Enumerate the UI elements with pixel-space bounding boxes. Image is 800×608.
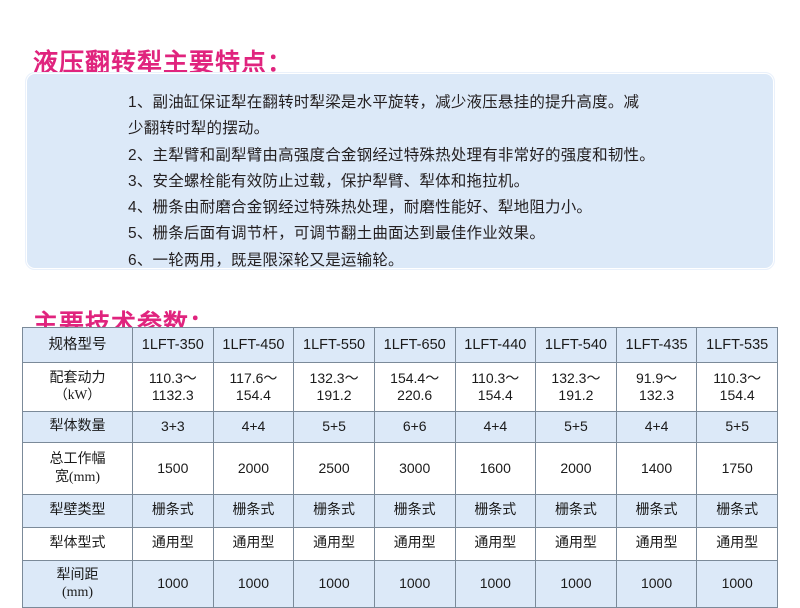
cell-moldboard-type-8: 栅条式 [696, 494, 778, 528]
cell-power-5: 110.3～ 154.4 [454, 362, 537, 412]
cell-body-type-1: 通用型 [132, 527, 214, 561]
table-header-row: 规格型号 1LFT-350 1LFT-450 1LFT-550 1LFT-650… [22, 327, 778, 363]
feature-item-2: 2、主犁臂和副犁臂由高强度合金钢经过特殊热处理有非常好的强度和韧性。 [128, 146, 655, 164]
features-list: 1、副油缸保证犁在翻转时犁梁是水平旋转，减少液压悬挂的提升高度。减 少翻转时犁的… [128, 90, 768, 274]
header-cell-model-1: 1LFT-350 [132, 327, 214, 363]
cell-body-count-4: 6+6 [373, 411, 456, 443]
cell-plow-spacing-3: 1000 [293, 560, 375, 608]
header-cell-model-6: 1LFT-540 [535, 327, 617, 363]
cell-power-2: 117.6～ 154.4 [212, 362, 295, 412]
feature-item-6: 6、一轮两用，既是限深轮又是运输轮。 [128, 251, 404, 269]
cell-moldboard-type-7: 栅条式 [615, 494, 698, 528]
cell-body-count-2: 4+4 [212, 411, 295, 443]
cell-moldboard-type-1: 栅条式 [132, 494, 214, 528]
row-label-power: 配套动力 （kW） [22, 362, 133, 412]
header-cell-model-7: 1LFT-435 [615, 327, 698, 363]
cell-body-type-2: 通用型 [212, 527, 295, 561]
cell-body-count-6: 5+5 [535, 411, 617, 443]
cell-working-width-4: 3000 [373, 442, 456, 495]
cell-power-6: 132.3～ 191.2 [535, 362, 617, 412]
table-row-body-type: 犁体型式 通用型 通用型 通用型 通用型 通用型 通用型 通用型 通用型 [22, 527, 778, 561]
header-cell-model-3: 1LFT-550 [293, 327, 375, 363]
row-label-body-count: 犁体数量 [22, 411, 133, 443]
table-row-power: 配套动力 （kW） 110.3～ 1132.3 117.6～ 154.4 132… [22, 362, 778, 412]
features-heading: 液压翻转犁主要特点： [33, 49, 294, 77]
cell-body-count-3: 5+5 [293, 411, 375, 443]
cell-body-type-6: 通用型 [535, 527, 617, 561]
cell-plow-spacing-6: 1000 [535, 560, 617, 608]
row-label-plow-spacing: 犁间距 (mm) [22, 560, 133, 608]
feature-item-1-continued: 少翻转时犁的摆动。 [128, 120, 270, 138]
table-row-plow-spacing: 犁间距 (mm) 1000 1000 1000 1000 1000 1000 1… [22, 560, 778, 608]
cell-working-width-3: 2500 [293, 442, 375, 495]
specifications-table-wrapper: 规格型号 1LFT-350 1LFT-450 1LFT-550 1LFT-650… [22, 327, 778, 608]
feature-item-3: 3、安全螺栓能有效防止过载，保护犁臂、犁体和拖拉机。 [128, 172, 530, 190]
feature-item-5: 5、栅条后面有调节杆，可调节翻土曲面达到最佳作业效果。 [128, 225, 546, 243]
cell-moldboard-type-3: 栅条式 [293, 494, 375, 528]
header-cell-spec-model: 规格型号 [22, 327, 133, 363]
row-label-moldboard-type: 犁壁类型 [22, 494, 133, 528]
table-row-working-width: 总工作幅 宽(mm) 1500 2000 2500 3000 1600 2000… [22, 442, 778, 495]
cell-plow-spacing-5: 1000 [454, 560, 537, 608]
cell-moldboard-type-5: 栅条式 [454, 494, 537, 528]
cell-moldboard-type-6: 栅条式 [535, 494, 617, 528]
cell-working-width-2: 2000 [212, 442, 295, 495]
cell-working-width-6: 2000 [535, 442, 617, 495]
cell-plow-spacing-1: 1000 [132, 560, 214, 608]
cell-power-7: 91.9～ 132.3 [615, 362, 698, 412]
cell-working-width-7: 1400 [615, 442, 698, 495]
header-cell-model-8: 1LFT-535 [696, 327, 778, 363]
cell-plow-spacing-2: 1000 [212, 560, 295, 608]
cell-power-1: 110.3～ 1132.3 [132, 362, 214, 412]
table-row-moldboard-type: 犁壁类型 栅条式 栅条式 栅条式 栅条式 栅条式 栅条式 栅条式 栅条式 [22, 494, 778, 528]
cell-power-4: 154.4～ 220.6 [373, 362, 456, 412]
table-row-body-count: 犁体数量 3+3 4+4 5+5 6+6 4+4 5+5 4+4 5+5 [22, 411, 778, 443]
row-label-working-width: 总工作幅 宽(mm) [22, 442, 133, 495]
cell-moldboard-type-2: 栅条式 [212, 494, 295, 528]
cell-body-type-5: 通用型 [454, 527, 537, 561]
specifications-table: 规格型号 1LFT-350 1LFT-450 1LFT-550 1LFT-650… [22, 327, 778, 608]
cell-body-type-8: 通用型 [696, 527, 778, 561]
cell-plow-spacing-4: 1000 [373, 560, 456, 608]
cell-moldboard-type-4: 栅条式 [373, 494, 456, 528]
cell-body-count-1: 3+3 [132, 411, 214, 443]
feature-item-1: 1、副油缸保证犁在翻转时犁梁是水平旋转，减少液压悬挂的提升高度。减 [128, 94, 640, 111]
row-label-body-type: 犁体型式 [22, 527, 133, 561]
feature-item-4: 4、栅条由耐磨合金钢经过特殊热处理，耐磨性能好、犁地阻力小。 [128, 199, 593, 217]
cell-working-width-1: 1500 [132, 442, 214, 495]
cell-power-3: 132.3～ 191.2 [293, 362, 375, 412]
cell-body-type-3: 通用型 [293, 527, 375, 561]
header-cell-model-5: 1LFT-440 [454, 327, 537, 363]
features-panel: 1、副油缸保证犁在翻转时犁梁是水平旋转，减少液压悬挂的提升高度。减 少翻转时犁的… [25, 72, 775, 270]
cell-power-8: 110.3～ 154.4 [696, 362, 778, 412]
cell-plow-spacing-7: 1000 [615, 560, 698, 608]
cell-body-type-7: 通用型 [615, 527, 698, 561]
cell-plow-spacing-8: 1000 [696, 560, 778, 608]
cell-working-width-8: 1750 [696, 442, 778, 495]
cell-body-count-8: 5+5 [696, 411, 778, 443]
cell-working-width-5: 1600 [454, 442, 537, 495]
cell-body-count-7: 4+4 [615, 411, 698, 443]
cell-body-count-5: 4+4 [454, 411, 537, 443]
header-cell-model-4: 1LFT-650 [373, 327, 456, 363]
header-cell-model-2: 1LFT-450 [212, 327, 295, 363]
cell-body-type-4: 通用型 [373, 527, 456, 561]
